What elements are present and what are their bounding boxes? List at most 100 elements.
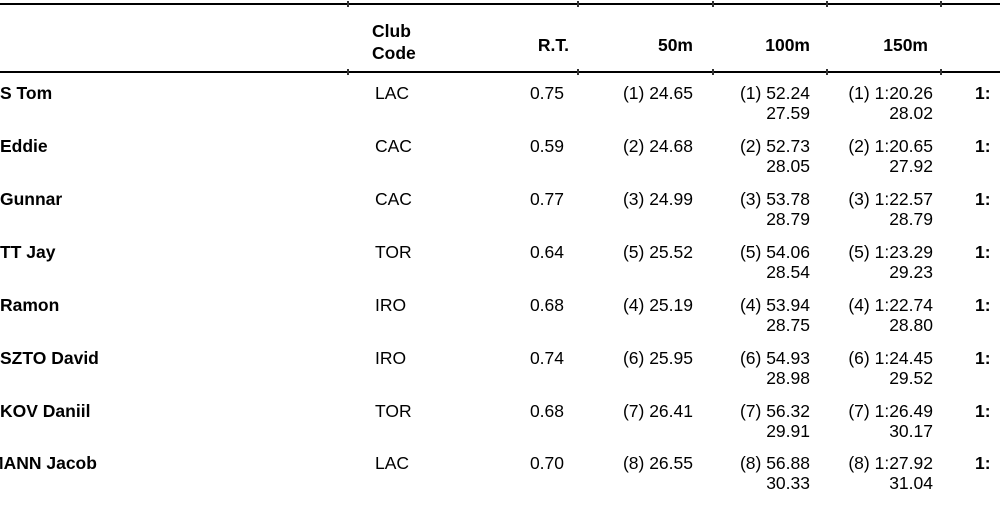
swimmer-name: SZTO David: [0, 347, 99, 368]
table-row: Gunnar CAC 0.77 (3) 24.99 (3) 53.78 (3) …: [0, 189, 1000, 242]
swimmer-name: TT Jay: [0, 241, 56, 262]
split-150m: (8) 1:27.92: [848, 452, 933, 473]
split-50m: (5) 25.52: [622, 241, 693, 262]
lap-time-150m: 28.79: [889, 209, 933, 229]
header-bottom-rule: [0, 71, 1000, 73]
split-100m: (6) 54.93: [739, 347, 810, 368]
split-50m: (6) 25.95: [622, 347, 693, 368]
split-150m-header: 150m: [883, 35, 928, 55]
split-50m: (8) 26.55: [622, 452, 693, 473]
split-100m-header: 100m: [765, 35, 810, 55]
column-divider-tick: [712, 1, 714, 7]
reaction-time: 0.75: [529, 82, 564, 103]
lap-time-150m: 28.80: [889, 315, 933, 335]
split-150m: (4) 1:22.74: [848, 294, 933, 315]
lap-time-150m: 30.17: [889, 421, 933, 441]
column-divider-tick: [826, 1, 828, 7]
final-time-clipped: 1:: [975, 400, 991, 421]
final-time-clipped: 1:: [975, 452, 991, 473]
column-divider-tick: [347, 1, 349, 7]
reaction-time: 0.59: [529, 135, 564, 156]
reaction-time: 0.68: [529, 294, 564, 315]
table-row: SZTO David IRO 0.74 (6) 25.95 (6) 54.93 …: [0, 348, 1000, 401]
column-divider-tick: [826, 69, 828, 75]
table-row: KOV Daniil TOR 0.68 (7) 26.41 (7) 56.32 …: [0, 401, 1000, 454]
lap-time-150m: 29.23: [889, 262, 933, 282]
table-top-rule: [0, 3, 1000, 5]
split-150m: (1) 1:20.26: [848, 82, 933, 103]
lap-time-100m: 28.75: [766, 315, 810, 335]
club-code: LAC: [375, 452, 410, 473]
split-50m: (3) 24.99: [622, 188, 693, 209]
table-row: TT Jay TOR 0.64 (5) 25.52 (5) 54.06 (5) …: [0, 242, 1000, 295]
reaction-time: 0.70: [529, 452, 564, 473]
club-code: IRO: [375, 294, 407, 315]
reaction-time: 0.74: [529, 347, 564, 368]
swimmer-name: S Tom: [0, 82, 53, 103]
split-50m: (2) 24.68: [622, 135, 693, 156]
swimmer-name: KOV Daniil: [0, 400, 91, 421]
split-50m: (7) 26.41: [622, 400, 693, 421]
lap-time-100m: 28.79: [766, 209, 810, 229]
column-divider-tick: [940, 1, 942, 7]
table-row: S Tom LAC 0.75 (1) 24.65 (1) 52.24 (1) 1…: [0, 83, 1000, 136]
lap-time-150m: 29.52: [889, 368, 933, 388]
reaction-time-header: R.T.: [537, 35, 569, 55]
split-50m: (4) 25.19: [622, 294, 693, 315]
split-50m-header: 50m: [657, 35, 693, 55]
final-time-clipped: 1:: [975, 347, 991, 368]
split-150m: (3) 1:22.57: [848, 188, 933, 209]
lap-time-150m: 28.02: [889, 103, 933, 123]
swimmer-name: Eddie: [0, 135, 48, 156]
reaction-time: 0.77: [529, 188, 564, 209]
split-100m: (3) 53.78: [739, 188, 810, 209]
final-time-clipped: 1:: [975, 188, 991, 209]
split-100m: (7) 56.32: [739, 400, 810, 421]
reaction-time: 0.64: [529, 241, 564, 262]
table-row: Eddie CAC 0.59 (2) 24.68 (2) 52.73 (2) 1…: [0, 136, 1000, 189]
lap-time-100m: 28.05: [766, 156, 810, 176]
club-code: CAC: [375, 135, 412, 156]
split-50m: (1) 24.65: [622, 82, 693, 103]
final-time-clipped: 1:: [975, 294, 991, 315]
split-150m: (2) 1:20.65: [848, 135, 933, 156]
split-100m: (2) 52.73: [739, 135, 810, 156]
lap-time-100m: 30.33: [766, 473, 810, 493]
split-150m: (7) 1:26.49: [848, 400, 933, 421]
lap-time-100m: 28.98: [766, 368, 810, 388]
club-code: IRO: [375, 347, 407, 368]
column-divider-tick: [577, 1, 579, 7]
final-time-clipped: 1:: [975, 82, 991, 103]
final-time-clipped: 1:: [975, 135, 991, 156]
column-divider-tick: [347, 69, 349, 75]
club-code-header: Club Code: [372, 20, 416, 64]
lap-time-150m: 31.04: [889, 473, 933, 493]
split-100m: (8) 56.88: [739, 452, 810, 473]
club-code: TOR: [375, 241, 412, 262]
table-row: MANN Jacob LAC 0.70 (8) 26.55 (8) 56.88 …: [0, 453, 1000, 506]
swimmer-name: MANN Jacob: [0, 452, 97, 473]
split-100m: (5) 54.06: [739, 241, 810, 262]
split-100m: (4) 53.94: [739, 294, 810, 315]
swimmer-name: Gunnar: [0, 188, 63, 209]
lap-time-100m: 29.91: [766, 421, 810, 441]
club-code-header-line1: Club: [372, 21, 411, 41]
reaction-time: 0.68: [529, 400, 564, 421]
split-150m: (5) 1:23.29: [848, 241, 933, 262]
column-divider-tick: [712, 69, 714, 75]
final-time-clipped: 1:: [975, 241, 991, 262]
club-code-header-line2: Code: [372, 43, 416, 63]
column-divider-tick: [577, 69, 579, 75]
lap-time-100m: 28.54: [766, 262, 810, 282]
club-code: TOR: [375, 400, 412, 421]
table-row: Ramon IRO 0.68 (4) 25.19 (4) 53.94 (4) 1…: [0, 295, 1000, 348]
lap-time-150m: 27.92: [889, 156, 933, 176]
lap-time-100m: 27.59: [766, 103, 810, 123]
club-code: CAC: [375, 188, 412, 209]
split-100m: (1) 52.24: [739, 82, 810, 103]
column-divider-tick: [940, 69, 942, 75]
swimmer-name: Ramon: [0, 294, 60, 315]
club-code: LAC: [375, 82, 410, 103]
split-150m: (6) 1:24.45: [848, 347, 933, 368]
